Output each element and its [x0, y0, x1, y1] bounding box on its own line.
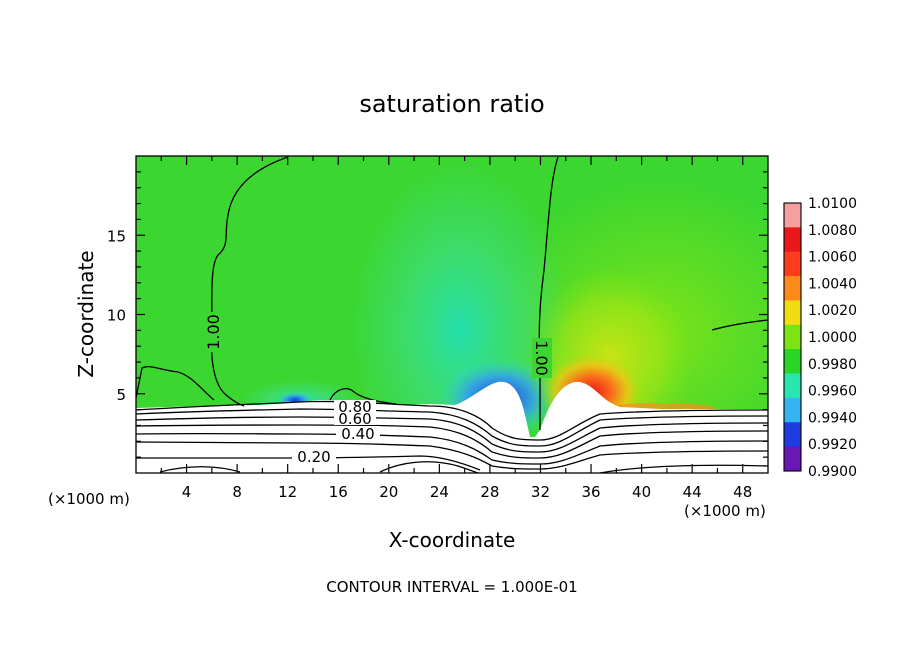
colorbar-swatch — [784, 397, 801, 423]
contour-label: 1.00 — [532, 338, 552, 378]
colorbar-label: 0.9960 — [808, 384, 857, 400]
x-tick-label: 20 — [379, 483, 398, 501]
colorbar-label: 0.9900 — [808, 464, 857, 480]
contour-interval-note: CONTOUR INTERVAL = 1.000E-01 — [326, 578, 577, 596]
colorbar-swatch — [784, 251, 801, 277]
contour-label: 0.80 — [334, 398, 376, 416]
colorbar-swatch — [784, 227, 801, 253]
colorbar-swatch — [784, 422, 801, 448]
y-axis: 5 10 15 — [107, 171, 768, 458]
contour-1-00-right-surface — [711, 319, 768, 331]
contour-level-d — [136, 424, 768, 459]
svg-text:0.60: 0.60 — [338, 410, 371, 428]
contour-level-e — [136, 432, 768, 465]
colorbar-label: 0.9940 — [808, 410, 857, 426]
x-tick-label: 44 — [683, 483, 702, 501]
x-tick-label: 24 — [430, 483, 449, 501]
x-tick-label: 12 — [278, 483, 297, 501]
colorbar-swatch — [784, 300, 801, 326]
contour-1-00-mid — [329, 388, 397, 405]
colorbar-label: 1.0000 — [808, 330, 857, 346]
contour-level-c — [136, 416, 768, 453]
colorbar-label: 0.9980 — [808, 357, 857, 373]
x-axis: 4 8 12 16 20 24 28 32 36 40 44 48 — [160, 156, 752, 501]
colorbar-swatch — [784, 203, 801, 228]
colorbar-frame — [783, 202, 802, 472]
x-tick-label: 8 — [232, 483, 242, 501]
svg-text:0.40: 0.40 — [341, 425, 374, 443]
contour-label: 1.00 — [203, 312, 223, 352]
contour-level-b — [136, 408, 768, 447]
y-tick-label: 15 — [107, 227, 126, 245]
plot-area: 1.00 1.00 0.80 0.60 0.40 0.20 — [136, 156, 768, 473]
svg-text:0.80: 0.80 — [338, 398, 371, 416]
x-axis-label: X-coordinate — [389, 528, 516, 552]
x-tick-label: 40 — [632, 483, 651, 501]
svg-text:0.20: 0.20 — [297, 448, 330, 466]
contour-label: 0.20 — [292, 448, 336, 466]
x-tick-label: 4 — [182, 483, 192, 501]
contour-label: 0.60 — [334, 410, 376, 428]
svg-text:1.00: 1.00 — [532, 340, 551, 376]
x-unit-right: (×1000 m) — [684, 502, 766, 520]
contour-label: 0.40 — [336, 425, 380, 443]
x-tick-label: 48 — [733, 483, 752, 501]
colorbar: 1.0100 1.0080 1.0060 1.0040 1.0020 1.0000 0.99… — [783, 196, 857, 480]
colorbar-label: 0.9920 — [808, 437, 857, 453]
colorbar-swatch — [784, 349, 801, 375]
contour-labels: 1.00 1.00 0.80 0.60 0.40 0.20 — [203, 312, 552, 466]
colorbar-swatch — [784, 324, 801, 350]
x-tick-label: 32 — [531, 483, 550, 501]
contour-1-00-surface — [136, 366, 215, 401]
x-tick-label: 36 — [581, 483, 600, 501]
y-axis-label: Z-coordinate — [74, 250, 98, 377]
colorbar-swatch — [784, 276, 801, 301]
svg-text:1.00: 1.00 — [204, 314, 223, 350]
colorbar-label: 1.0020 — [808, 303, 857, 319]
y-tick-label: 10 — [107, 307, 126, 325]
chart-title: saturation ratio — [359, 90, 544, 118]
contour-level-g — [159, 461, 768, 473]
y-tick-label: 5 — [116, 386, 126, 404]
colorbar-label: 1.0040 — [808, 276, 857, 292]
colorbar-label: 1.0100 — [808, 196, 857, 212]
colorbar-swatch — [784, 373, 801, 399]
contour-level-f — [136, 441, 768, 470]
colorbar-label: 1.0060 — [808, 250, 857, 266]
x-tick-label: 16 — [329, 483, 348, 501]
x-tick-label: 28 — [480, 483, 499, 501]
contour-1-00-left — [210, 156, 289, 407]
colorbar-label: 1.0080 — [808, 223, 857, 239]
x-unit-left: (×1000 m) — [48, 490, 130, 508]
contour-level-a — [136, 400, 768, 441]
colorbar-swatch — [784, 446, 801, 472]
